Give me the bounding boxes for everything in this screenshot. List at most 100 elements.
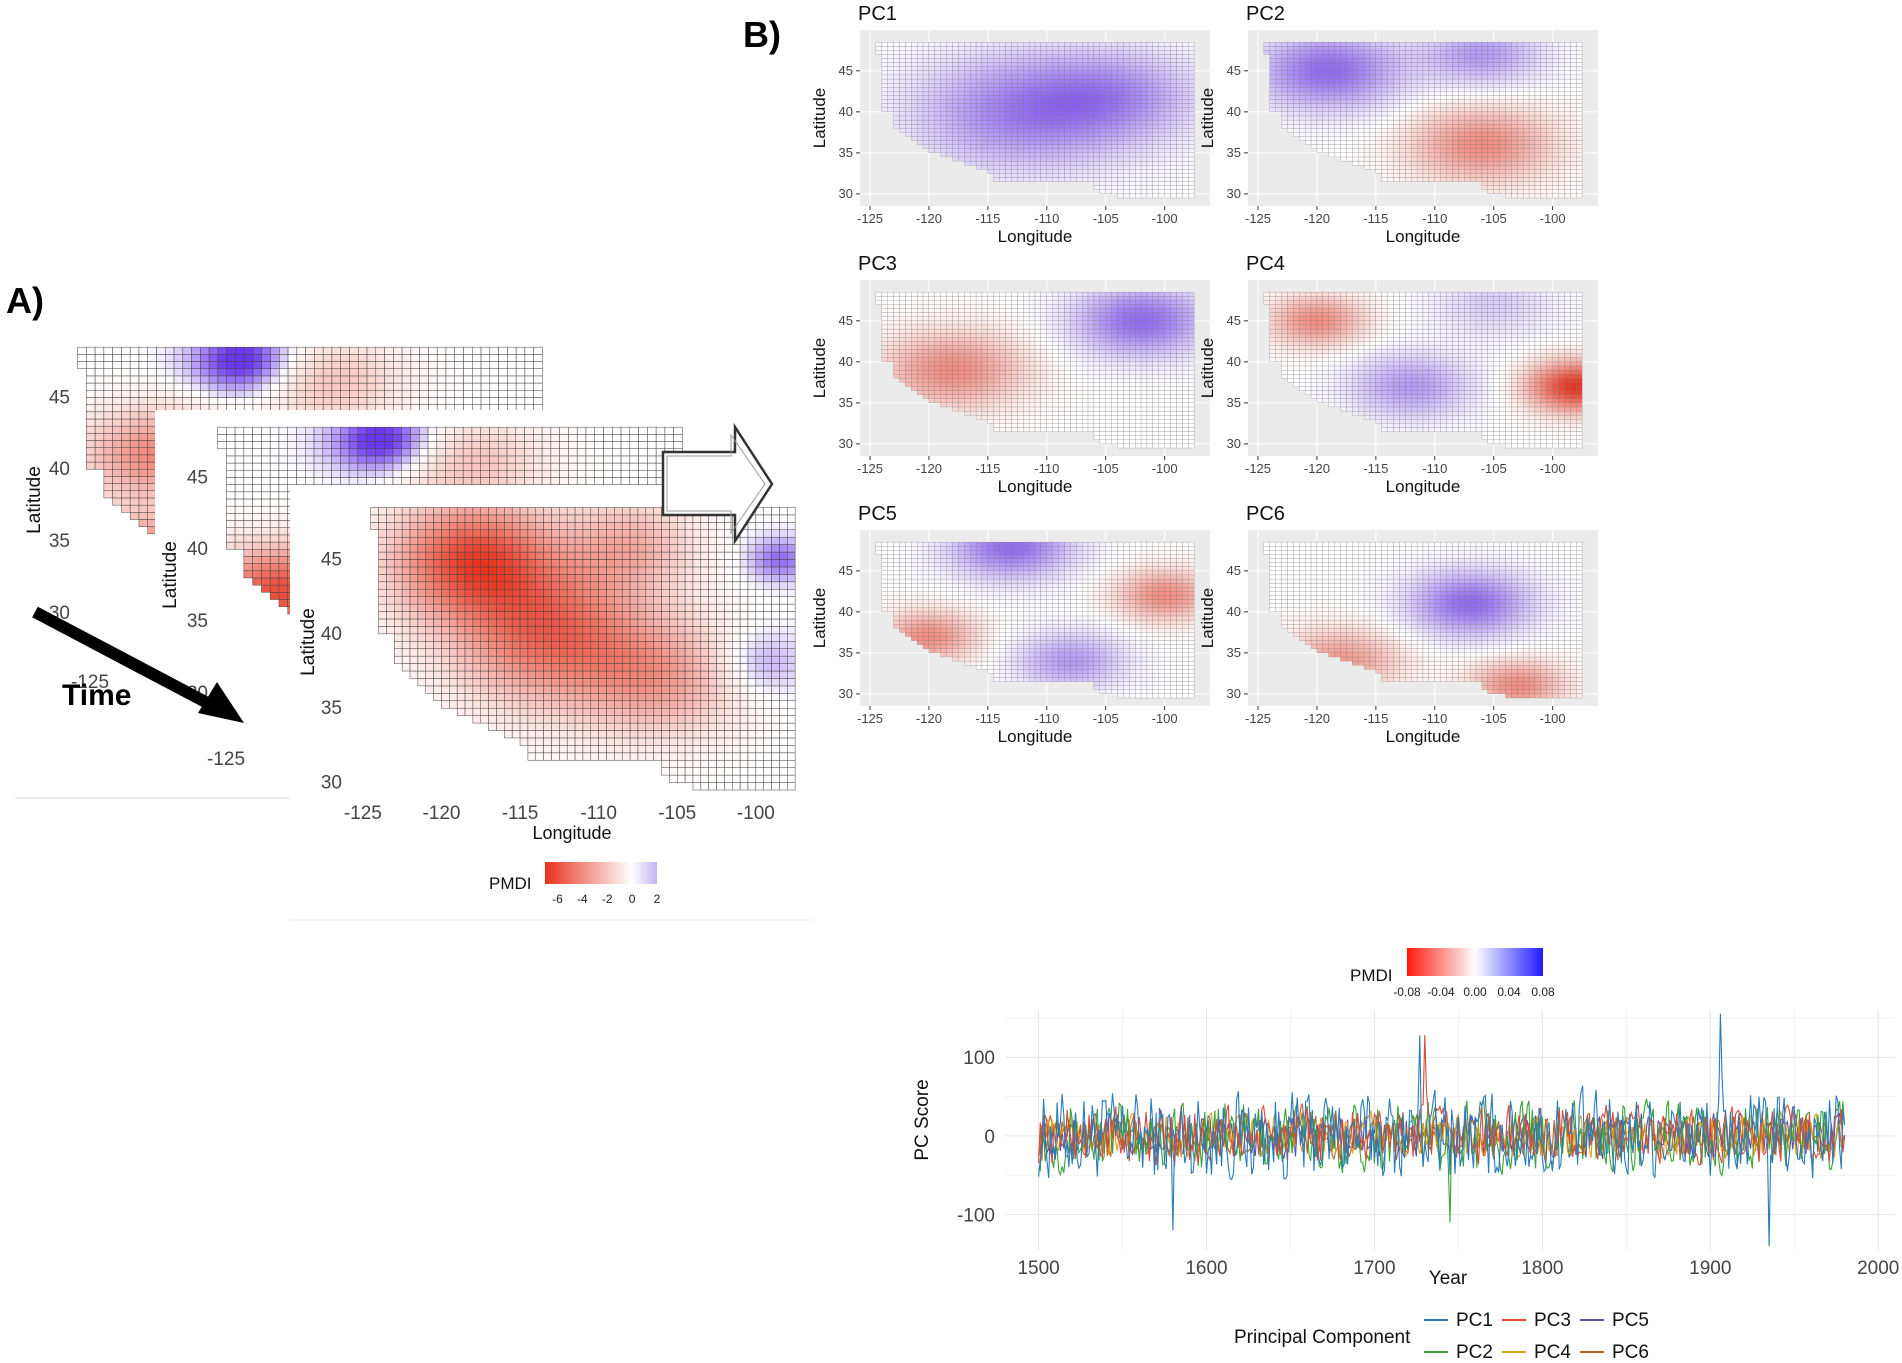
map-cell: [527, 581, 537, 590]
map-cell: [621, 752, 631, 761]
map-cell: [716, 603, 725, 612]
map-cell: [235, 397, 245, 405]
map-cell: [433, 663, 442, 672]
map-cell: [629, 522, 639, 530]
map-cell: [226, 520, 236, 528]
map-cell: [456, 559, 466, 568]
map-cell: [755, 626, 764, 635]
map-cell: [425, 551, 434, 560]
map-cell: [480, 670, 489, 679]
map-cell: [278, 498, 288, 507]
map-cell: [551, 685, 560, 694]
map-cell: [576, 426, 587, 435]
map-cell: [471, 426, 481, 435]
map-cell: [594, 434, 604, 442]
map-cell: [724, 693, 733, 702]
map-cell: [366, 455, 376, 464]
map-cell: [732, 618, 741, 627]
map-cell: [77, 346, 87, 355]
map-cell: [606, 544, 615, 553]
map-cell: [574, 514, 584, 523]
map-cell: [568, 477, 578, 485]
map-cell: [524, 361, 534, 369]
map-cell: [621, 507, 631, 516]
map-cell: [638, 426, 648, 435]
map-cell: [270, 361, 280, 369]
map-cell: [708, 722, 717, 731]
map-cell: [449, 693, 458, 702]
map-cell: [533, 361, 543, 369]
map-cell: [590, 603, 599, 612]
map-cell: [496, 514, 505, 523]
map-cell: [401, 426, 411, 435]
map-cell: [436, 477, 446, 485]
map-cell: [234, 505, 245, 514]
map-cell: [603, 426, 613, 435]
map-cell: [621, 693, 631, 702]
map-cell: [401, 346, 412, 355]
map-cell: [551, 745, 560, 754]
map-cell: [278, 455, 288, 464]
map-cell: [504, 581, 513, 590]
map-cell: [511, 551, 521, 560]
map-cell: [606, 737, 615, 746]
map-cell: [409, 544, 419, 553]
map-cell: [653, 574, 662, 583]
map-cell: [637, 566, 647, 575]
map-cell: [566, 626, 576, 635]
map-cell: [708, 730, 717, 739]
map-cell: [436, 346, 447, 355]
map-cell: [375, 382, 385, 391]
map-cell: [732, 685, 741, 694]
map-cell: [313, 448, 324, 457]
map-cell: [747, 641, 757, 649]
map-cell: [436, 368, 447, 377]
map-cell: [393, 390, 403, 398]
map-cell: [464, 633, 474, 642]
map-cell: [296, 426, 306, 435]
map-cell: [331, 470, 341, 478]
map-cell: [692, 611, 702, 620]
map-cell: [763, 581, 772, 590]
map-cell: [392, 441, 403, 449]
map-cell: [739, 641, 749, 649]
map-cell: [386, 536, 395, 545]
map-cell: [692, 737, 702, 746]
map-cell: [226, 361, 236, 369]
map-cell: [732, 767, 741, 776]
map-cell: [269, 548, 280, 557]
map-cell: [331, 346, 341, 355]
map-cell: [488, 707, 497, 716]
map-cell: [559, 678, 568, 687]
map-cell: [138, 375, 148, 384]
map-cell: [724, 596, 733, 605]
map-cell: [511, 641, 521, 649]
map-cell: [322, 426, 332, 435]
map-cell: [684, 663, 694, 672]
map-cell: [755, 544, 764, 553]
map-cell: [445, 426, 455, 435]
map-cell: [612, 477, 622, 485]
map-cell: [314, 361, 324, 369]
map-cell: [724, 603, 733, 612]
map-cell: [138, 519, 148, 527]
map-cell: [103, 418, 113, 427]
map-cell: [456, 603, 466, 612]
map-cell: [653, 596, 662, 605]
map-cell: [252, 448, 262, 457]
map-cell: [594, 470, 604, 478]
map-cell: [747, 722, 757, 731]
map-cell: [614, 678, 623, 687]
map-cell: [313, 462, 324, 471]
map-cell: [700, 529, 709, 538]
map-cell: [603, 434, 613, 442]
map-cell: [771, 760, 780, 768]
map-cell: [550, 448, 560, 457]
map-cell: [243, 548, 253, 557]
map-cell: [200, 361, 210, 369]
map-cell: [614, 574, 623, 583]
map-cell: [739, 574, 749, 583]
map-cell: [598, 626, 607, 635]
map-cell: [417, 678, 426, 687]
map-cell: [472, 390, 482, 398]
